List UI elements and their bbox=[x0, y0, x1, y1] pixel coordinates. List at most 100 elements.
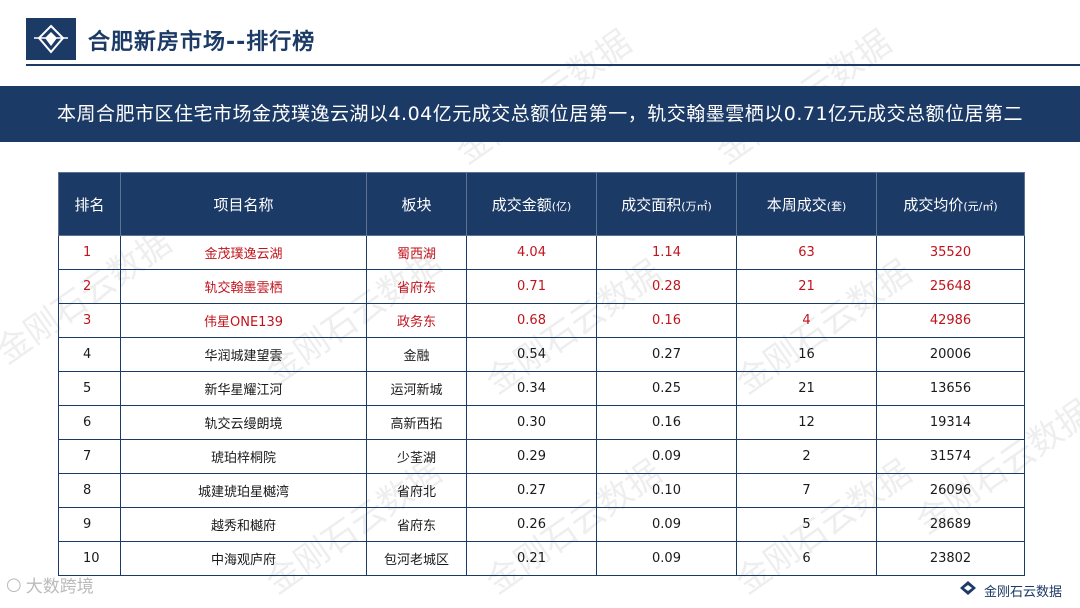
table-row: 4 华润城建望雲 金融 0.54 0.27 16 20006 bbox=[58, 337, 1025, 372]
area-cell: 0.09 bbox=[596, 507, 737, 542]
table-row: 8 城建琥珀星樾湾 省府北 0.27 0.10 7 26096 bbox=[58, 473, 1025, 508]
amount-cell: 0.71 bbox=[466, 269, 597, 304]
rank-cell: 6 bbox=[58, 405, 121, 440]
project-name-cell: 中海观庐府 bbox=[120, 541, 367, 576]
project-name-cell: 轨交云缦朗境 bbox=[120, 405, 367, 440]
district-cell: 省府东 bbox=[366, 269, 467, 304]
area-cell: 0.09 bbox=[596, 439, 737, 474]
amount-cell: 4.04 bbox=[466, 235, 597, 270]
project-name-cell: 轨交翰墨雲栖 bbox=[120, 269, 367, 304]
project-name-cell: 华润城建望雲 bbox=[120, 337, 367, 372]
header-units-label: 本周成交 bbox=[766, 195, 827, 214]
summary-banner: 本周合肥市区住宅市场金茂璞逸云湖以4.04亿元成交总额位居第一，轨交翰墨雲栖以0… bbox=[0, 86, 1080, 142]
rank-cell: 9 bbox=[58, 507, 121, 542]
district-cell: 运河新城 bbox=[366, 371, 467, 406]
footer-brand: 金刚石云数据 bbox=[958, 580, 1062, 600]
rank-cell: 4 bbox=[58, 337, 121, 372]
source-watermark-label: 大数跨境 bbox=[25, 577, 94, 597]
units-cell: 5 bbox=[736, 507, 877, 542]
brand-logo-icon bbox=[26, 18, 76, 60]
district-cell: 省府东 bbox=[366, 507, 467, 542]
chat-bubble-icon: ○ bbox=[6, 574, 22, 595]
footer-brand-label: 金刚石云数据 bbox=[983, 584, 1062, 600]
units-cell: 63 bbox=[736, 235, 877, 270]
project-name-cell: 琥珀梓桐院 bbox=[120, 439, 367, 474]
price-cell: 19314 bbox=[876, 405, 1025, 440]
rank-cell: 8 bbox=[58, 473, 121, 508]
area-cell: 0.10 bbox=[596, 473, 737, 508]
table-row: 3 伟星ONE139 政务东 0.68 0.16 4 42986 bbox=[58, 303, 1025, 338]
units-cell: 21 bbox=[736, 269, 877, 304]
header-price-label: 成交均价 bbox=[903, 195, 964, 214]
amount-cell: 0.29 bbox=[466, 439, 597, 474]
header-area: 成交面积(万㎡) bbox=[596, 172, 737, 236]
price-cell: 20006 bbox=[876, 337, 1025, 372]
rank-cell: 3 bbox=[58, 303, 121, 338]
area-cell: 0.09 bbox=[596, 541, 737, 576]
header-amount-label: 成交金额 bbox=[491, 195, 552, 214]
units-cell: 6 bbox=[736, 541, 877, 576]
header-units-unit: (套) bbox=[826, 199, 847, 213]
area-cell: 0.27 bbox=[596, 337, 737, 372]
header-area-unit: (万㎡) bbox=[681, 199, 712, 213]
project-name-cell: 伟星ONE139 bbox=[120, 303, 367, 338]
rank-cell: 1 bbox=[58, 235, 121, 270]
area-cell: 1.14 bbox=[596, 235, 737, 270]
project-name-cell: 越秀和樾府 bbox=[120, 507, 367, 542]
units-cell: 2 bbox=[736, 439, 877, 474]
table-row: 1 金茂璞逸云湖 蜀西湖 4.04 1.14 63 35520 bbox=[58, 235, 1025, 270]
units-cell: 7 bbox=[736, 473, 877, 508]
district-cell: 政务东 bbox=[366, 303, 467, 338]
units-cell: 21 bbox=[736, 371, 877, 406]
ranking-table: 排名 项目名称 板块 成交金额(亿) 成交面积(万㎡) 本周成交(套) 成交均价… bbox=[58, 172, 1025, 576]
table-header-row: 排名 项目名称 板块 成交金额(亿) 成交面积(万㎡) 本周成交(套) 成交均价… bbox=[58, 172, 1025, 236]
units-cell: 16 bbox=[736, 337, 877, 372]
amount-cell: 0.30 bbox=[466, 405, 597, 440]
district-cell: 省府北 bbox=[366, 473, 467, 508]
rank-cell: 2 bbox=[58, 269, 121, 304]
price-cell: 42986 bbox=[876, 303, 1025, 338]
units-cell: 4 bbox=[736, 303, 877, 338]
header-rank: 排名 bbox=[58, 172, 121, 236]
price-cell: 13656 bbox=[876, 371, 1025, 406]
area-cell: 0.16 bbox=[596, 303, 737, 338]
district-cell: 少荃湖 bbox=[366, 439, 467, 474]
table-row: 6 轨交云缦朗境 高新西拓 0.30 0.16 12 19314 bbox=[58, 405, 1025, 440]
area-cell: 0.25 bbox=[596, 371, 737, 406]
header-area-label: 成交面积 bbox=[621, 195, 682, 214]
price-cell: 26096 bbox=[876, 473, 1025, 508]
area-cell: 0.28 bbox=[596, 269, 737, 304]
amount-cell: 0.21 bbox=[466, 541, 597, 576]
district-cell: 包河老城区 bbox=[366, 541, 467, 576]
units-cell: 12 bbox=[736, 405, 877, 440]
district-cell: 蜀西湖 bbox=[366, 235, 467, 270]
rank-cell: 10 bbox=[58, 541, 121, 576]
price-cell: 23802 bbox=[876, 541, 1025, 576]
header-project-name: 项目名称 bbox=[120, 172, 367, 236]
header-amount-unit: (亿) bbox=[551, 199, 572, 213]
project-name-cell: 新华星耀江河 bbox=[120, 371, 367, 406]
header-district: 板块 bbox=[366, 172, 467, 236]
page-title: 合肥新房市场--排行榜 bbox=[88, 30, 316, 55]
amount-cell: 0.27 bbox=[466, 473, 597, 508]
district-cell: 高新西拓 bbox=[366, 405, 467, 440]
table-row: 2 轨交翰墨雲栖 省府东 0.71 0.28 21 25648 bbox=[58, 269, 1025, 304]
header-units: 本周成交(套) bbox=[736, 172, 877, 236]
rank-cell: 5 bbox=[58, 371, 121, 406]
table-row: 9 越秀和樾府 省府东 0.26 0.09 5 28689 bbox=[58, 507, 1025, 542]
title-divider bbox=[26, 64, 1080, 66]
price-cell: 35520 bbox=[876, 235, 1025, 270]
header-price-unit: (元/㎡) bbox=[963, 199, 998, 213]
table-row: 7 琥珀梓桐院 少荃湖 0.29 0.09 2 31574 bbox=[58, 439, 1025, 474]
source-watermark: ○ 大数跨境 bbox=[6, 572, 94, 597]
price-cell: 25648 bbox=[876, 269, 1025, 304]
amount-cell: 0.26 bbox=[466, 507, 597, 542]
area-cell: 0.16 bbox=[596, 405, 737, 440]
header-price: 成交均价(元/㎡) bbox=[876, 172, 1025, 236]
amount-cell: 0.68 bbox=[466, 303, 597, 338]
rank-cell: 7 bbox=[58, 439, 121, 474]
price-cell: 31574 bbox=[876, 439, 1025, 474]
table-row: 10 中海观庐府 包河老城区 0.21 0.09 6 23802 bbox=[58, 541, 1025, 576]
amount-cell: 0.54 bbox=[466, 337, 597, 372]
header-amount: 成交金额(亿) bbox=[466, 172, 597, 236]
